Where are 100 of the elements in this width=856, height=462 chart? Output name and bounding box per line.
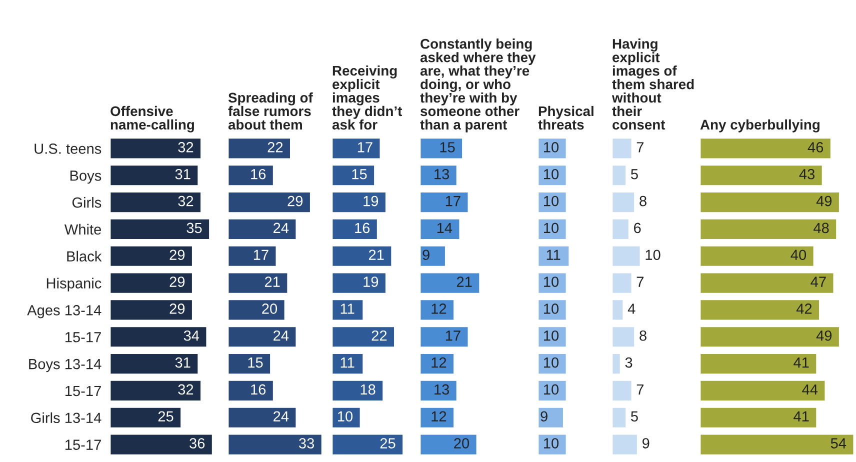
bar — [110, 326, 208, 348]
data-label: 49 — [816, 196, 832, 206]
bar — [612, 406, 627, 429]
data-label: 9 — [540, 411, 548, 422]
bar — [110, 352, 200, 375]
data-label: 5 — [631, 411, 638, 422]
data-label: 17 — [446, 330, 460, 341]
data-label: 41 — [794, 411, 809, 422]
bar — [420, 433, 478, 456]
data-label: 10 — [646, 250, 660, 260]
data-label: 4 — [628, 304, 636, 314]
data-label: 7 — [636, 384, 644, 394]
bar — [420, 406, 455, 429]
bar — [110, 218, 210, 240]
bar — [110, 137, 202, 160]
data-label: 54 — [830, 438, 846, 448]
data-label: 49 — [816, 330, 832, 341]
data-label: 19 — [364, 276, 378, 287]
data-label: 9 — [422, 250, 430, 260]
data-label: 31 — [175, 168, 190, 180]
bar — [420, 298, 455, 322]
data-label: 32 — [178, 384, 194, 395]
bar — [612, 326, 636, 348]
chart-title: Having explicit images of them shared without their consent — [612, 38, 694, 130]
data-label: 15 — [248, 358, 263, 368]
bar — [420, 218, 461, 240]
bar — [700, 326, 840, 348]
data-label: 21 — [368, 250, 384, 260]
bar — [612, 244, 642, 268]
data-label: 29 — [170, 304, 185, 314]
data-label: 16 — [355, 222, 370, 234]
bar — [228, 272, 289, 294]
y-tick-label: Hispanic — [46, 278, 102, 292]
bar — [700, 191, 840, 214]
data-label: 15 — [352, 169, 367, 180]
bar — [420, 137, 464, 160]
data-label: 13 — [434, 384, 450, 395]
data-label: 34 — [184, 330, 200, 341]
data-label: 29 — [170, 276, 185, 287]
bar — [612, 191, 636, 214]
data-label: 41 — [794, 358, 809, 368]
bar — [700, 352, 818, 375]
bar — [420, 326, 470, 348]
bar — [110, 433, 214, 456]
data-label: 25 — [380, 438, 396, 448]
y-tick-label: White — [64, 224, 102, 235]
data-label: 5 — [631, 169, 638, 180]
bar — [228, 191, 312, 214]
bar — [420, 244, 446, 268]
bar — [700, 218, 838, 240]
data-label: 31 — [175, 357, 190, 368]
data-label: 46 — [808, 142, 824, 152]
data-label: 20 — [454, 438, 470, 448]
bar — [110, 272, 194, 294]
bar — [110, 191, 202, 214]
data-label: 24 — [274, 330, 289, 341]
y-tick-label: 15-17 — [65, 440, 101, 450]
data-label: 10 — [544, 168, 559, 180]
bar — [700, 433, 855, 456]
data-label: 10 — [544, 276, 559, 287]
chart-title: Receiving explicit images they didn’t ask for — [332, 65, 402, 130]
data-label: 3 — [625, 357, 632, 368]
bar — [420, 191, 470, 214]
bar — [332, 326, 396, 348]
y-tick-label: Girls — [72, 197, 102, 208]
data-label: 29 — [288, 196, 303, 206]
data-label: 7 — [636, 276, 644, 287]
data-label: 11 — [340, 358, 354, 368]
bar — [420, 164, 458, 187]
bar — [228, 164, 274, 187]
y-tick-label: Boys — [70, 170, 102, 184]
data-label: 10 — [544, 357, 559, 368]
bar — [332, 244, 393, 268]
data-label: 10 — [544, 438, 559, 448]
chart-title: Spreading of false rumors about them — [228, 92, 313, 130]
bar — [332, 272, 387, 294]
data-label: 44 — [802, 384, 818, 394]
bar — [228, 298, 286, 322]
bar — [332, 352, 364, 375]
bar — [612, 433, 638, 456]
bar — [612, 352, 622, 375]
data-label: 7 — [636, 142, 644, 152]
data-label: 10 — [544, 304, 559, 314]
bar — [228, 137, 292, 160]
data-label: 10 — [544, 196, 559, 206]
bar — [612, 272, 633, 294]
data-label: 12 — [432, 304, 446, 314]
data-label: 43 — [799, 168, 815, 180]
data-label: 17 — [358, 142, 372, 152]
data-label: 10 — [544, 222, 559, 234]
data-label: 6 — [634, 222, 641, 234]
bar — [700, 406, 818, 429]
data-label: 32 — [178, 142, 194, 152]
bar — [700, 272, 835, 294]
bar — [332, 164, 376, 187]
y-tick-label: Girls 13-14 — [31, 412, 102, 424]
bar — [420, 352, 455, 375]
bar — [700, 380, 826, 402]
chart-title: Physical threats — [538, 106, 594, 130]
bar — [228, 218, 298, 240]
